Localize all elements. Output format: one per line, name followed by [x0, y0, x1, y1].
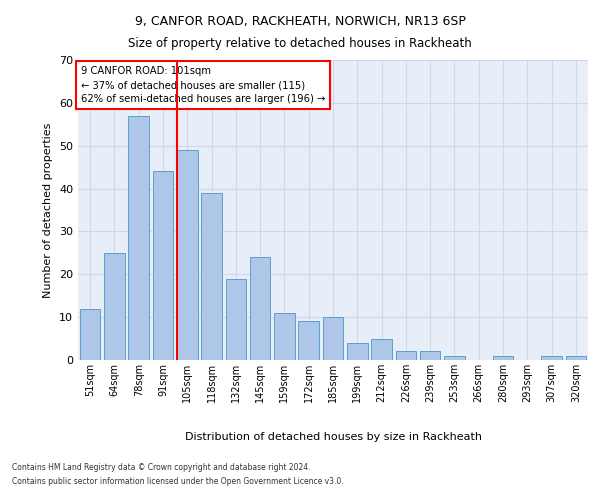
- Text: Distribution of detached houses by size in Rackheath: Distribution of detached houses by size …: [185, 432, 482, 442]
- Bar: [541, 356, 562, 360]
- Bar: [201, 193, 222, 360]
- Bar: [250, 257, 271, 360]
- Bar: [177, 150, 197, 360]
- Bar: [152, 172, 173, 360]
- Text: Contains HM Land Registry data © Crown copyright and database right 2024.: Contains HM Land Registry data © Crown c…: [12, 462, 311, 471]
- Text: Size of property relative to detached houses in Rackheath: Size of property relative to detached ho…: [128, 38, 472, 51]
- Bar: [566, 356, 586, 360]
- Text: Contains public sector information licensed under the Open Government Licence v3: Contains public sector information licen…: [12, 478, 344, 486]
- Bar: [104, 253, 125, 360]
- Bar: [347, 343, 368, 360]
- Bar: [274, 313, 295, 360]
- Y-axis label: Number of detached properties: Number of detached properties: [43, 122, 53, 298]
- Bar: [128, 116, 149, 360]
- Bar: [420, 352, 440, 360]
- Bar: [298, 322, 319, 360]
- Text: 9 CANFOR ROAD: 101sqm
← 37% of detached houses are smaller (115)
62% of semi-det: 9 CANFOR ROAD: 101sqm ← 37% of detached …: [80, 66, 325, 104]
- Bar: [444, 356, 465, 360]
- Bar: [323, 317, 343, 360]
- Bar: [80, 308, 100, 360]
- Text: 9, CANFOR ROAD, RACKHEATH, NORWICH, NR13 6SP: 9, CANFOR ROAD, RACKHEATH, NORWICH, NR13…: [134, 15, 466, 28]
- Bar: [493, 356, 514, 360]
- Bar: [226, 278, 246, 360]
- Bar: [371, 338, 392, 360]
- Bar: [395, 352, 416, 360]
